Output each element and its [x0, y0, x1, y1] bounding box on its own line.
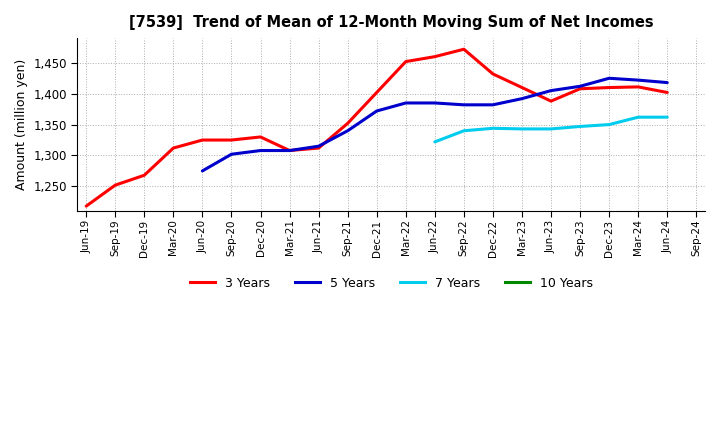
5 Years — [518, 96, 526, 101]
7 Years — [431, 139, 439, 144]
3 Years — [518, 85, 526, 90]
3 Years — [402, 59, 410, 64]
5 Years — [663, 80, 672, 85]
3 Years — [546, 99, 555, 104]
5 Years — [634, 77, 642, 83]
5 Years — [315, 143, 323, 149]
3 Years — [634, 84, 642, 90]
5 Years — [198, 168, 207, 173]
Line: 7 Years: 7 Years — [435, 117, 667, 142]
5 Years — [227, 152, 235, 157]
3 Years — [169, 146, 178, 151]
3 Years — [198, 137, 207, 143]
7 Years — [663, 114, 672, 120]
Y-axis label: Amount (million yen): Amount (million yen) — [15, 59, 28, 190]
7 Years — [518, 126, 526, 132]
3 Years — [82, 203, 91, 209]
7 Years — [634, 114, 642, 120]
7 Years — [576, 124, 585, 129]
3 Years — [459, 47, 468, 52]
3 Years — [285, 148, 294, 153]
5 Years — [285, 148, 294, 153]
5 Years — [459, 102, 468, 107]
3 Years — [315, 146, 323, 151]
3 Years — [605, 85, 613, 90]
5 Years — [489, 102, 498, 107]
5 Years — [402, 100, 410, 106]
Legend: 3 Years, 5 Years, 7 Years, 10 Years: 3 Years, 5 Years, 7 Years, 10 Years — [184, 272, 598, 295]
5 Years — [546, 88, 555, 93]
5 Years — [431, 100, 439, 106]
3 Years — [256, 134, 265, 139]
5 Years — [576, 84, 585, 89]
3 Years — [663, 90, 672, 95]
5 Years — [343, 128, 352, 133]
5 Years — [372, 108, 381, 114]
3 Years — [140, 172, 148, 178]
5 Years — [605, 76, 613, 81]
3 Years — [431, 54, 439, 59]
3 Years — [111, 183, 120, 188]
3 Years — [372, 90, 381, 95]
3 Years — [576, 86, 585, 92]
3 Years — [343, 121, 352, 126]
7 Years — [489, 126, 498, 131]
3 Years — [489, 71, 498, 77]
Line: 5 Years: 5 Years — [202, 78, 667, 171]
5 Years — [256, 148, 265, 153]
3 Years — [227, 137, 235, 143]
Line: 3 Years: 3 Years — [86, 49, 667, 206]
7 Years — [605, 122, 613, 127]
Title: [7539]  Trend of Mean of 12-Month Moving Sum of Net Incomes: [7539] Trend of Mean of 12-Month Moving … — [129, 15, 654, 30]
7 Years — [546, 126, 555, 132]
7 Years — [459, 128, 468, 133]
